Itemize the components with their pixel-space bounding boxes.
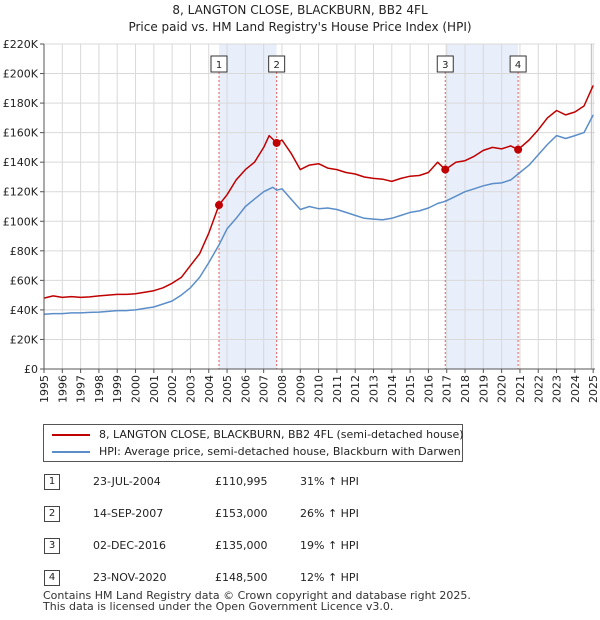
y-tick-label: £80K bbox=[10, 245, 39, 258]
sale-point bbox=[272, 138, 281, 147]
x-tick-label: 2023 bbox=[551, 375, 564, 403]
y-tick-label: £60K bbox=[10, 274, 39, 287]
y-tick-label: £20K bbox=[10, 333, 39, 346]
x-tick-label: 2021 bbox=[514, 375, 527, 403]
x-tick-label: 2014 bbox=[386, 375, 399, 403]
sale-date: 23-NOV-2020 bbox=[93, 571, 167, 584]
x-tick-label: 2005 bbox=[221, 375, 234, 403]
x-tick-label: 2025 bbox=[587, 375, 600, 403]
sale-point bbox=[441, 165, 450, 174]
legend-swatch-property bbox=[52, 434, 90, 436]
sale-number: 1 bbox=[44, 474, 60, 490]
y-tick-label: £160K bbox=[3, 127, 39, 140]
x-tick-label: 2007 bbox=[258, 375, 271, 403]
y-tick-label: £180K bbox=[3, 97, 39, 110]
sale-label: 3 bbox=[442, 60, 448, 71]
legend-swatch-hpi bbox=[52, 451, 90, 453]
sale-number: 2 bbox=[44, 506, 60, 522]
legend-item-hpi: HPI: Average price, semi-detached house,… bbox=[52, 444, 461, 460]
shaded-periods bbox=[44, 44, 595, 369]
sale-hpi-change: 19% ↑ HPI bbox=[300, 539, 359, 552]
sale-date: 14-SEP-2007 bbox=[93, 507, 164, 520]
x-tick-label: 2022 bbox=[532, 375, 545, 403]
y-tick-label: £100K bbox=[3, 215, 39, 228]
sale-label-box bbox=[436, 55, 454, 73]
hpi-line bbox=[43, 114, 594, 316]
sale-label: 2 bbox=[273, 60, 279, 71]
y-tick-label: £140K bbox=[3, 156, 39, 169]
sale-hpi-change: 31% ↑ HPI bbox=[300, 475, 359, 488]
x-tick-label: 2009 bbox=[294, 375, 307, 403]
x-tick-label: 2024 bbox=[569, 375, 582, 403]
chart-subtitle: Price paid vs. HM Land Registry's House … bbox=[128, 20, 471, 34]
legend: 8, LANGTON CLOSE, BLACKBURN, BB2 4FL (se… bbox=[43, 424, 464, 462]
x-tick-label: 1999 bbox=[111, 375, 124, 403]
sale-label-box bbox=[210, 55, 228, 73]
y-tick-label: £200K bbox=[3, 68, 39, 81]
sale-point bbox=[514, 145, 523, 154]
price-chart: 1 2 3 4 £0 £20K £40K £60K £80K £100K £120K £140K £1… bbox=[3, 3, 600, 403]
x-tick-label: 2004 bbox=[203, 375, 216, 403]
sale-price: £135,000 bbox=[215, 539, 268, 552]
x-tick-label: 2016 bbox=[422, 375, 435, 403]
sale-date: 23-JUL-2004 bbox=[93, 475, 161, 488]
sale-number: 3 bbox=[44, 538, 60, 554]
legend-label-hpi: HPI: Average price, semi-detached house,… bbox=[99, 445, 461, 458]
table-row: 4 23-NOV-2020 £148,500 12% ↑ HPI bbox=[43, 570, 463, 586]
sale-label-box bbox=[268, 55, 286, 73]
x-tick-label: 2011 bbox=[331, 375, 344, 403]
x-tick-label: 2017 bbox=[441, 375, 454, 403]
x-tick-label: 1995 bbox=[38, 375, 51, 403]
x-tick-label: 2006 bbox=[239, 375, 252, 403]
sale-label: 1 bbox=[216, 60, 222, 71]
table-row: 3 02-DEC-2016 £135,000 19% ↑ HPI bbox=[43, 538, 463, 554]
x-tick-label: 2002 bbox=[166, 375, 179, 403]
sale-label-box bbox=[509, 55, 527, 73]
x-tick-label: 2003 bbox=[184, 375, 197, 403]
x-tick-label: 1996 bbox=[56, 375, 69, 403]
table-row: 2 14-SEP-2007 £153,000 26% ↑ HPI bbox=[43, 506, 463, 522]
sale-point bbox=[215, 201, 224, 210]
x-tick-label: 1998 bbox=[93, 375, 106, 403]
sale-price: £148,500 bbox=[215, 571, 268, 584]
legend-label-property: 8, LANGTON CLOSE, BLACKBURN, BB2 4FL (se… bbox=[99, 428, 464, 441]
sale-hpi-change: 26% ↑ HPI bbox=[300, 507, 359, 520]
sale-hpi-change: 12% ↑ HPI bbox=[300, 571, 359, 584]
shaded-period bbox=[219, 44, 277, 369]
x-tick-label: 2012 bbox=[349, 375, 362, 403]
x-tick-label: 2018 bbox=[459, 375, 472, 403]
footer: Contains HM Land Registry data © Crown c… bbox=[43, 590, 471, 612]
sale-markers: 1 2 3 4 bbox=[210, 55, 527, 210]
x-tick-label: 2010 bbox=[313, 375, 326, 403]
chart-title: 8, LANGTON CLOSE, BLACKBURN, BB2 4FL bbox=[172, 3, 428, 17]
sale-price: £153,000 bbox=[215, 507, 268, 520]
sale-label: 4 bbox=[515, 60, 521, 71]
shaded-period bbox=[445, 44, 519, 369]
x-tick-label: 2020 bbox=[496, 375, 509, 403]
legend-item-property: 8, LANGTON CLOSE, BLACKBURN, BB2 4FL (se… bbox=[52, 427, 464, 443]
x-tick-label: 2008 bbox=[276, 375, 289, 403]
property-price-line bbox=[43, 85, 594, 299]
x-tick-label: 2019 bbox=[477, 375, 490, 403]
x-tick-label: 2001 bbox=[148, 375, 161, 403]
y-tick-label: £120K bbox=[3, 186, 39, 199]
y-tick-label: £0 bbox=[24, 363, 38, 376]
y-tick-label: £40K bbox=[10, 304, 39, 317]
footer-copyright: Contains HM Land Registry data © Crown c… bbox=[43, 589, 471, 602]
sale-price: £110,995 bbox=[215, 475, 268, 488]
sale-date: 02-DEC-2016 bbox=[93, 539, 167, 552]
table-row: 1 23-JUL-2004 £110,995 31% ↑ HPI bbox=[43, 474, 463, 490]
y-tick-label: £220K bbox=[3, 38, 39, 51]
x-tick-label: 2015 bbox=[404, 375, 417, 403]
series bbox=[43, 85, 594, 316]
x-tick-label: 2000 bbox=[130, 375, 143, 403]
footer-licence: This data is licensed under the Open Gov… bbox=[43, 600, 394, 613]
axes: £0 £20K £40K £60K £80K £100K £120K £140K £160K £1… bbox=[3, 38, 600, 403]
sale-number: 4 bbox=[44, 570, 60, 586]
x-tick-label: 2013 bbox=[368, 375, 381, 403]
x-tick-label: 1997 bbox=[75, 375, 88, 403]
